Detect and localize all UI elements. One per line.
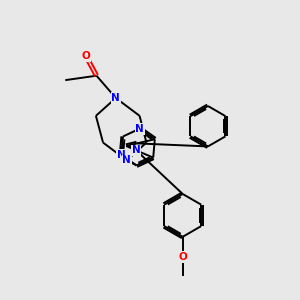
Text: N: N [135,124,144,134]
Text: N: N [111,93,120,103]
Text: N: N [117,150,126,160]
Text: O: O [178,252,187,262]
Text: N: N [122,155,131,165]
Text: O: O [82,51,91,62]
Text: N: N [132,146,141,155]
